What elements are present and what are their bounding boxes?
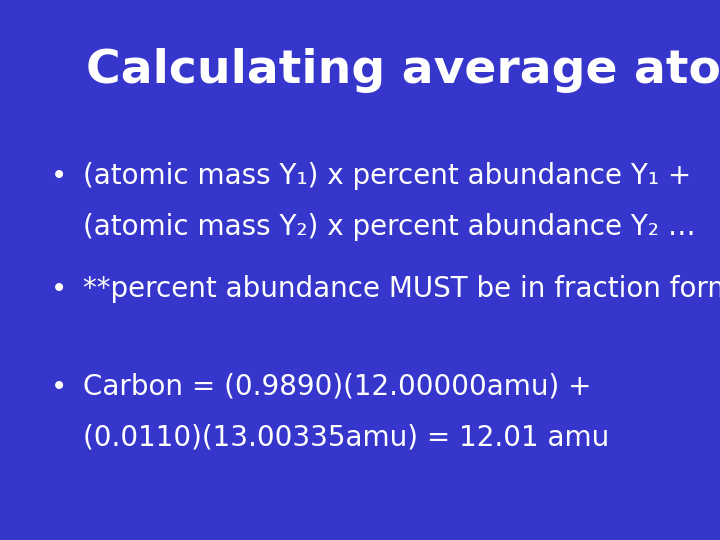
Text: •: •	[50, 162, 67, 190]
Text: •: •	[50, 373, 67, 401]
Text: Carbon = (0.9890)(12.00000amu) +: Carbon = (0.9890)(12.00000amu) +	[83, 373, 591, 401]
Text: **percent abundance MUST be in fraction form!: **percent abundance MUST be in fraction …	[83, 275, 720, 303]
Text: (0.0110)(13.00335amu) = 12.01 amu: (0.0110)(13.00335amu) = 12.01 amu	[83, 424, 609, 452]
Text: Calculating average atomic mass: Calculating average atomic mass	[86, 48, 720, 93]
Text: •: •	[50, 275, 67, 303]
Text: (atomic mass Y₂) x percent abundance Y₂ …: (atomic mass Y₂) x percent abundance Y₂ …	[83, 213, 696, 241]
Text: (atomic mass Y₁) x percent abundance Y₁ +: (atomic mass Y₁) x percent abundance Y₁ …	[83, 162, 691, 190]
